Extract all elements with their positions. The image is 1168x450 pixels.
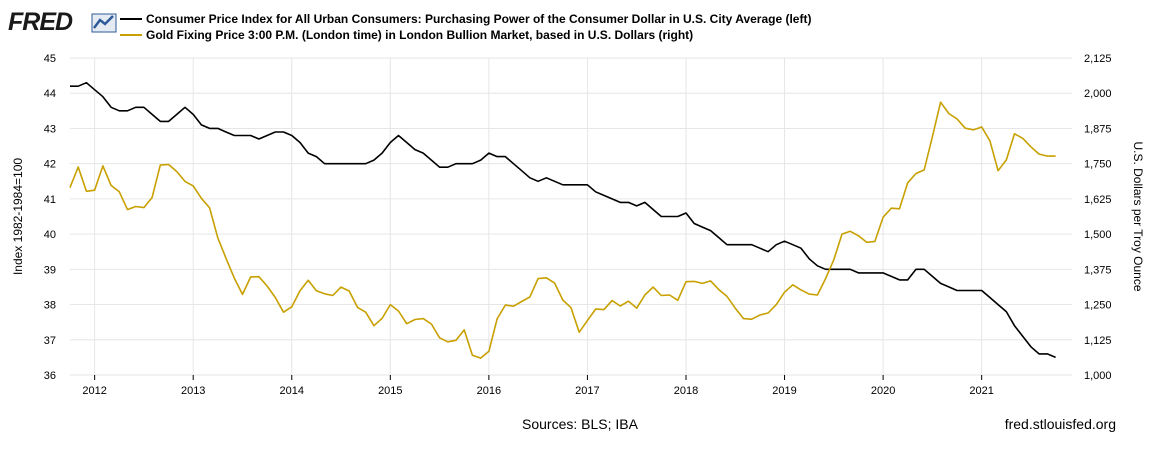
x-tick-label: 2017 (575, 385, 599, 397)
y-right-tick-label: 1,000 (1084, 370, 1112, 382)
fred-logo-text: FRED (8, 8, 73, 36)
line-chart: 36 37 38 39 40 41 42 43 44 45 1,000 1,125 1,250 1,375… (11, 53, 1145, 397)
legend-swatch-cpi (120, 17, 142, 20)
y-right-tick-label: 2,125 (1084, 53, 1112, 65)
y-right-tick-label: 1,625 (1084, 194, 1112, 206)
series-line-gold (69, 101, 1056, 359)
legend-label-gold: Gold Fixing Price 3:00 P.M. (London time… (146, 28, 694, 42)
fred-logo: FRED (8, 8, 117, 36)
y-right-tick-label: 1,875 (1084, 123, 1112, 135)
y-left-tick-label: 40 (44, 229, 56, 241)
sources-text: Sources: BLS; IBA (522, 416, 638, 432)
x-tick-label: 2020 (871, 385, 895, 397)
y-right-tick-label: 1,375 (1084, 264, 1112, 276)
y-left-tick-label: 44 (44, 88, 56, 100)
y-right-axis-title: U.S. Dollars per Troy Ounce (1131, 141, 1145, 291)
x-tick-label: 2014 (280, 385, 304, 397)
x-tick-label: 2019 (772, 385, 796, 397)
y-left-tick-label: 43 (44, 123, 56, 135)
y-left-tick-label: 45 (44, 53, 56, 65)
y-right-tick-label: 2,000 (1084, 88, 1112, 100)
series-line-cpi (70, 81, 1056, 359)
y-left-axis-title: Index 1982-1984=100 (11, 158, 25, 275)
legend-label-cpi: Consumer Price Index for All Urban Consu… (146, 12, 812, 26)
y-right-tick-label: 1,250 (1084, 300, 1112, 312)
logo-chart-icon (91, 13, 117, 33)
fred-credit-text: fred.stlouisfed.org (1004, 416, 1116, 432)
legend-item-gold: Gold Fixing Price 3:00 P.M. (London time… (120, 28, 693, 42)
y-right-tick-label: 1,125 (1084, 335, 1112, 347)
legend-item-cpi: Consumer Price Index for All Urban Consu… (120, 12, 811, 26)
y-left-tick-label: 41 (44, 194, 56, 206)
x-tick-label: 2012 (82, 385, 106, 397)
x-tick-label: 2018 (674, 385, 698, 397)
y-left-tick-label: 36 (44, 370, 56, 382)
x-tick-label: 2015 (378, 385, 402, 397)
x-tick-label: 2021 (969, 385, 993, 397)
y-right-tick-label: 1,750 (1084, 159, 1112, 171)
y-left-tick-label: 39 (44, 264, 56, 276)
y-left-tick-label: 38 (44, 300, 56, 312)
x-tick-label: 2013 (181, 385, 205, 397)
y-left-tick-label: 37 (44, 335, 56, 347)
x-tick-label: 2016 (477, 385, 501, 397)
y-left-tick-label: 42 (44, 159, 56, 171)
legend-swatch-gold (120, 33, 142, 36)
y-right-tick-label: 1,500 (1084, 229, 1112, 241)
